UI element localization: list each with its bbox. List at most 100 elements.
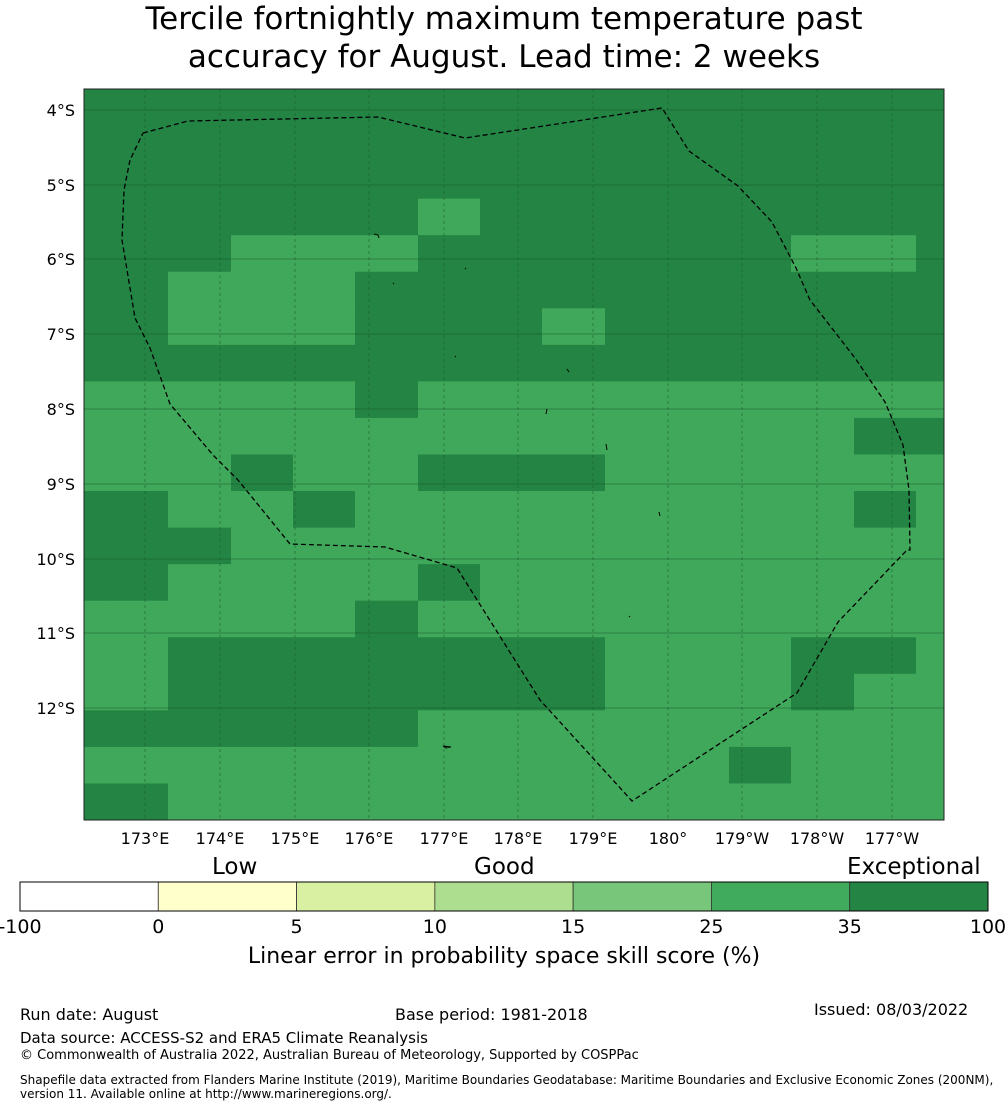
grid-cell bbox=[418, 710, 481, 748]
longitude-tick-label: 179°E bbox=[569, 829, 618, 848]
grid-cell bbox=[231, 344, 294, 382]
grid-cell bbox=[106, 710, 169, 748]
grid-cell bbox=[355, 491, 419, 529]
grid-cell bbox=[542, 454, 606, 492]
grid-cell bbox=[854, 162, 917, 200]
grid-cell bbox=[729, 746, 792, 784]
grid-cell bbox=[168, 746, 232, 784]
longitude-tick-label: 179°W bbox=[715, 829, 770, 848]
grid-cell bbox=[168, 89, 232, 127]
grid-cell bbox=[355, 125, 419, 163]
grid-cell bbox=[231, 527, 294, 565]
grid-cell bbox=[791, 308, 855, 346]
grid-cell bbox=[791, 271, 855, 309]
grid-cell bbox=[293, 417, 356, 455]
island bbox=[658, 511, 661, 517]
grid-cell bbox=[667, 235, 730, 273]
grid-cell bbox=[231, 162, 294, 200]
grid-cell bbox=[231, 381, 294, 419]
grid-cell bbox=[480, 454, 543, 492]
grid-cell bbox=[106, 198, 169, 236]
issued-date: Issued: 08/03/2022 bbox=[814, 1000, 969, 1019]
grid-cell bbox=[667, 527, 730, 565]
grid-cell bbox=[729, 162, 792, 200]
grid-cell bbox=[791, 381, 855, 419]
grid-cell bbox=[231, 564, 294, 602]
grid-cell bbox=[605, 344, 668, 382]
grid-cell bbox=[791, 162, 855, 200]
latitude-tick-label: 6°S bbox=[47, 250, 75, 269]
grid-cell bbox=[106, 491, 169, 529]
title-line-2: accuracy for August. Lead time: 2 weeks bbox=[187, 39, 821, 75]
grid-cell bbox=[355, 235, 419, 273]
grid-cell bbox=[168, 710, 232, 748]
grid-cell bbox=[916, 417, 945, 455]
grid-cell bbox=[854, 564, 917, 602]
grid-cell bbox=[480, 417, 543, 455]
grid-cell bbox=[791, 746, 855, 784]
grid-cell bbox=[542, 162, 606, 200]
grid-cell bbox=[418, 637, 481, 675]
grid-cell bbox=[231, 637, 294, 675]
grid-cell bbox=[355, 162, 419, 200]
eez-boundary bbox=[121, 107, 911, 802]
grid-cell bbox=[480, 783, 543, 821]
grid-cell bbox=[854, 673, 917, 711]
grid-cell bbox=[355, 564, 419, 602]
latitude-tick-label: 4°S bbox=[47, 101, 75, 120]
grid-cell bbox=[729, 344, 792, 382]
title-line-1: Tercile fortnightly maximum temperature … bbox=[145, 1, 863, 37]
grid-cell bbox=[605, 746, 668, 784]
grid-cell bbox=[667, 308, 730, 346]
grid-cell bbox=[729, 600, 792, 638]
grid-cell bbox=[168, 454, 232, 492]
grid-cell bbox=[84, 600, 107, 638]
longitude-tick-label: 180° bbox=[649, 829, 688, 848]
grid-cell bbox=[729, 783, 792, 821]
grid-cell bbox=[916, 637, 945, 675]
grid-cell bbox=[480, 673, 543, 711]
grid-cell bbox=[791, 454, 855, 492]
grid-cell bbox=[418, 527, 481, 565]
grid-cell bbox=[791, 235, 855, 273]
grid-cell bbox=[84, 271, 107, 309]
grid-cell bbox=[168, 564, 232, 602]
grid-cell bbox=[480, 344, 543, 382]
grid-cell bbox=[168, 637, 232, 675]
grid-cell bbox=[791, 637, 855, 675]
grid-cell bbox=[293, 271, 356, 309]
grid-cell bbox=[418, 746, 481, 784]
grid-cell bbox=[84, 783, 107, 821]
grid-cell bbox=[418, 783, 481, 821]
grid-cell bbox=[916, 783, 945, 821]
grid-cell bbox=[106, 344, 169, 382]
grid-cell bbox=[480, 637, 543, 675]
grid-cell bbox=[667, 491, 730, 529]
colorbar-tick-label: 5 bbox=[291, 916, 303, 938]
grid-cell bbox=[355, 783, 419, 821]
grid-cell bbox=[791, 344, 855, 382]
grid-cell bbox=[729, 527, 792, 565]
grid-cell bbox=[418, 564, 481, 602]
grid-cell bbox=[84, 417, 107, 455]
longitude-tick-label: 176°E bbox=[345, 829, 394, 848]
grid-cell bbox=[729, 417, 792, 455]
grid-cell bbox=[791, 527, 855, 565]
grid-cell bbox=[729, 564, 792, 602]
grid-cell bbox=[418, 600, 481, 638]
grid-cell bbox=[605, 527, 668, 565]
grid-cell bbox=[293, 746, 356, 784]
grid-cell bbox=[605, 600, 668, 638]
grid-cell bbox=[355, 673, 419, 711]
grid-cell bbox=[418, 491, 481, 529]
grid-cell bbox=[854, 89, 917, 127]
grid-cell bbox=[106, 637, 169, 675]
grid-cell bbox=[605, 710, 668, 748]
island bbox=[566, 368, 570, 373]
grid-cell bbox=[605, 783, 668, 821]
grid-cell bbox=[355, 89, 419, 127]
grid-cell bbox=[355, 637, 419, 675]
grid-cell bbox=[729, 235, 792, 273]
grid-cell bbox=[84, 125, 107, 163]
grid-cell bbox=[667, 381, 730, 419]
